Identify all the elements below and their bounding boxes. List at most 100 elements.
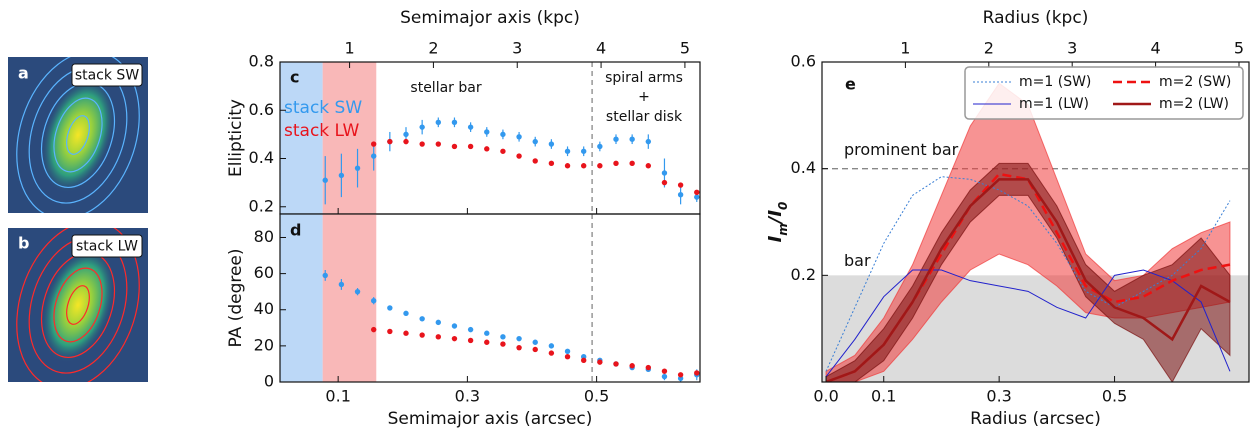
data-point — [677, 191, 684, 198]
data-point — [661, 368, 668, 374]
isophote — [16, 228, 140, 382]
isophote — [66, 285, 90, 325]
annotation: spiral arms — [605, 70, 683, 86]
data-point — [338, 281, 345, 288]
data-point — [419, 124, 425, 130]
data-point — [403, 310, 409, 317]
data-point — [694, 189, 700, 195]
data-point — [629, 160, 635, 167]
plot-area — [280, 214, 700, 382]
uncertainty-band — [825, 162, 1231, 382]
x2-tick-label: 1 — [900, 39, 910, 58]
x-tick-label: 0.3 — [986, 387, 1011, 406]
y-axis-label-part: I — [765, 235, 786, 242]
data-point — [500, 131, 506, 138]
x-tick-label: 0.3 — [455, 387, 480, 406]
x-axis-label: Semimajor axis (arcsec) — [388, 409, 593, 429]
data-point — [677, 182, 684, 188]
data-point — [532, 346, 538, 353]
panel-letter: d — [290, 221, 301, 240]
panel-letter: e — [845, 75, 856, 94]
data-point — [548, 141, 555, 147]
data-point — [387, 138, 393, 145]
data-point — [677, 372, 684, 378]
label-box — [71, 63, 143, 87]
data-point — [484, 339, 490, 345]
data-point — [370, 141, 377, 147]
data-point — [564, 148, 571, 154]
data-point — [322, 177, 328, 183]
axes-frame — [279, 213, 701, 383]
data-point — [500, 334, 506, 340]
data-point — [484, 129, 490, 135]
data-point — [597, 143, 603, 150]
y-axis-label-part: /I — [765, 210, 786, 226]
data-line — [825, 269, 1231, 377]
data-point — [435, 334, 442, 340]
data-point — [516, 153, 522, 159]
x2-tick-label: 4 — [596, 39, 606, 58]
data-point — [435, 319, 442, 326]
data-point — [419, 141, 425, 147]
x2-axis-label: Semimajor axis (kpc) — [400, 8, 580, 28]
annotation: stellar bar — [410, 80, 481, 96]
y-tick-label: 0.2 — [791, 265, 816, 284]
data-point — [484, 330, 490, 336]
x2-tick-label: 2 — [984, 39, 994, 58]
plot-area — [822, 82, 1249, 382]
data-point — [694, 370, 700, 376]
panel-letter: c — [290, 68, 299, 87]
x-tick-label: 0.5 — [584, 387, 609, 406]
data-point — [403, 131, 409, 138]
data-point — [419, 316, 425, 322]
x2-tick-label: 5 — [680, 39, 690, 58]
data-point — [403, 330, 409, 336]
data-point — [354, 165, 361, 171]
image-label: stack LW — [76, 239, 138, 255]
data-point — [467, 337, 474, 344]
y-axis-label: Ellipticity — [226, 99, 246, 177]
y-tick-label: 0.2 — [249, 196, 274, 215]
data-point — [645, 364, 652, 371]
data-point — [370, 153, 377, 159]
data-point — [338, 172, 345, 179]
data-point — [516, 335, 522, 342]
galaxy — [16, 57, 140, 213]
x-tick-label: 0.1 — [325, 387, 350, 406]
data-point — [629, 363, 635, 369]
isophote — [16, 57, 140, 213]
x2-tick-label: 4 — [1151, 39, 1161, 58]
data-point — [467, 326, 474, 333]
data-point — [532, 138, 538, 145]
data-point — [322, 272, 328, 279]
data-point — [694, 194, 700, 200]
data-point — [548, 343, 555, 349]
legend-label: stack LW — [284, 121, 359, 141]
annotation: + — [638, 89, 650, 105]
data-point — [613, 361, 619, 367]
y-tick-label: 0.8 — [249, 52, 274, 71]
x2-axis-label: Radius (kpc) — [983, 8, 1089, 28]
y-tick-label: 0.6 — [791, 52, 816, 71]
image-label: stack SW — [75, 68, 140, 84]
legend-label: m=2 (SW) — [1159, 74, 1231, 90]
label-box — [71, 234, 143, 258]
data-point — [419, 332, 425, 338]
annotation: stellar disk — [606, 109, 683, 125]
data-point — [613, 136, 619, 142]
data-point — [564, 348, 571, 354]
data-point — [548, 160, 555, 167]
data-point — [387, 305, 393, 311]
data-line — [825, 178, 1231, 382]
data-point — [435, 141, 442, 147]
plot-area — [280, 62, 700, 214]
data-point — [451, 143, 458, 150]
data-point — [403, 138, 409, 145]
legend-label: m=1 (SW) — [1019, 74, 1091, 90]
x-tick-label: 0.5 — [1102, 387, 1127, 406]
data-point — [532, 158, 538, 164]
annotation: prominent bar — [844, 140, 959, 159]
x2-tick-label: 3 — [1067, 39, 1077, 58]
y-axis-label: PA (degree) — [226, 248, 246, 347]
galaxy-light — [40, 246, 116, 364]
